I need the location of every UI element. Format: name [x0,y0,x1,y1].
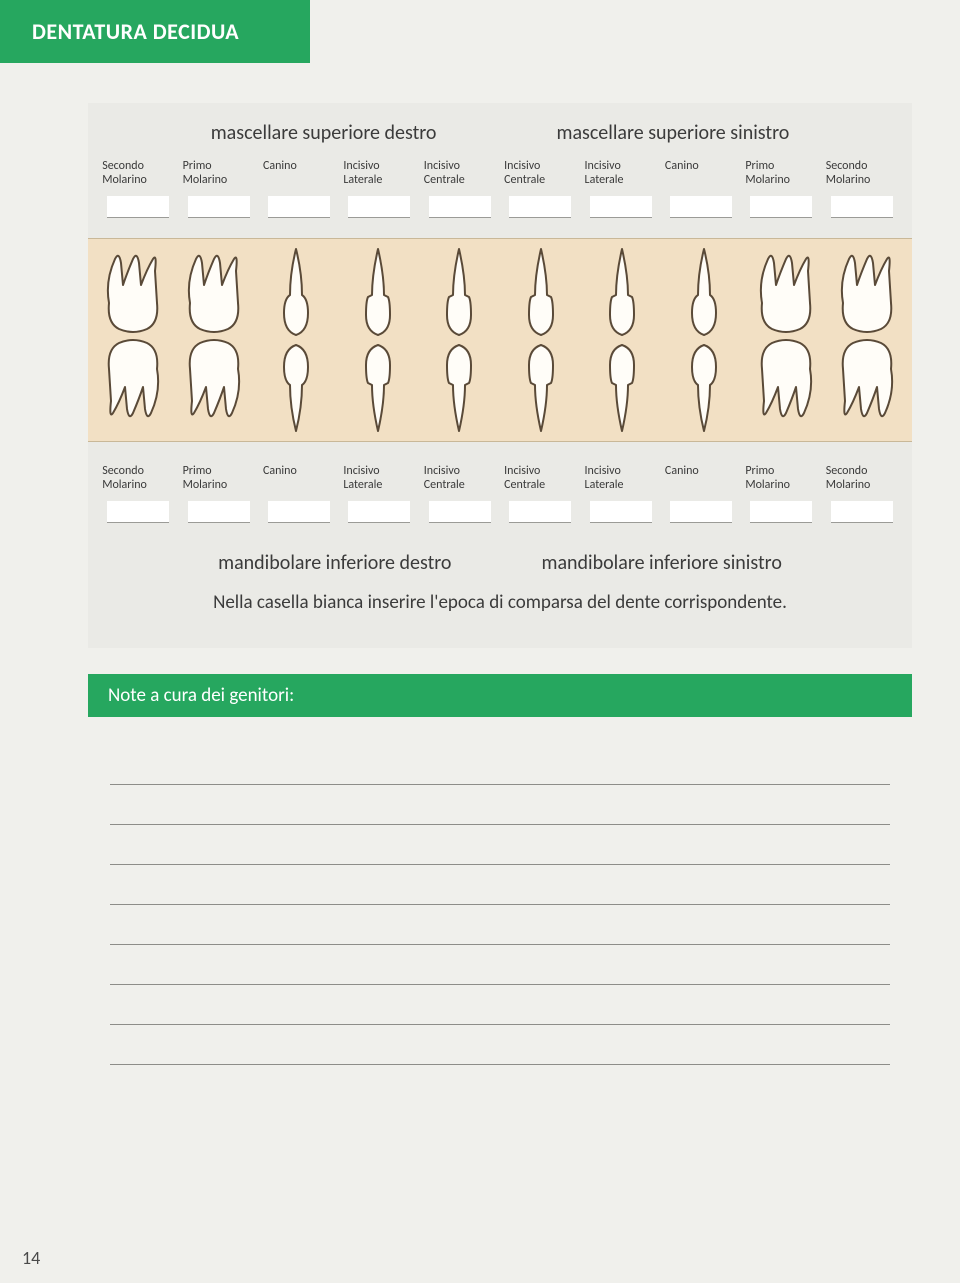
tooth-label: SecondoMolarino [102,159,174,188]
note-line[interactable] [110,825,890,865]
note-line[interactable] [110,745,890,785]
tooth-pair [420,245,498,435]
tooth-pair [339,245,417,435]
eruption-date-field[interactable] [509,196,571,218]
eruption-date-field[interactable] [188,196,250,218]
lower-fields-row [88,493,912,523]
tooth-label: IncisivoCentrale [504,159,576,188]
eruption-date-field[interactable] [590,501,652,523]
upper-fields-row [88,188,912,218]
notes-area [110,745,890,1065]
page-title-bar: DENTATURA DECIDUA [0,0,310,63]
eruption-date-field[interactable] [831,196,893,218]
tooth-label: IncisivoLaterale [343,464,415,493]
eruption-date-field[interactable] [509,501,571,523]
tooth-label: IncisivoCentrale [504,464,576,493]
tooth-label: IncisivoCentrale [424,159,496,188]
eruption-date-field[interactable] [670,196,732,218]
note-line[interactable] [110,945,890,985]
tooth-label: PrimoMolarino [745,159,817,188]
tooth-label: IncisivoCentrale [424,464,496,493]
page-number: 14 [22,1247,40,1269]
tooth-label: PrimoMolarino [183,159,255,188]
eruption-date-field[interactable] [107,196,169,218]
tooth-label: IncisivoLaterale [585,159,657,188]
tooth-pair [502,245,580,435]
tooth-label: SecondoMolarino [102,464,174,493]
tooth-label: Canino [665,159,737,188]
teeth-illustration-band [88,238,912,442]
upper-right-label: mascellare superiore destro [211,121,437,145]
instruction-text: Nella casella bianca inserire l'epoca di… [88,591,912,614]
tooth-pair [747,245,825,435]
eruption-date-field[interactable] [348,196,410,218]
note-line[interactable] [110,865,890,905]
page-title: DENTATURA DECIDUA [32,18,239,45]
eruption-date-field[interactable] [348,501,410,523]
lower-left-label: mandibolare inferiore sinistro [541,551,781,575]
tooth-label: PrimoMolarino [183,464,255,493]
upper-tooth-labels-row: SecondoMolarino PrimoMolarino Canino Incisi… [88,159,912,188]
tooth-pair [665,245,743,435]
eruption-date-field[interactable] [268,196,330,218]
tooth-label: Canino [263,159,335,188]
tooth-pair [583,245,661,435]
upper-left-label: mascellare superiore sinistro [556,121,789,145]
eruption-date-field[interactable] [750,501,812,523]
tooth-label: Canino [665,464,737,493]
eruption-date-field[interactable] [590,196,652,218]
notes-header: Note a cura dei genitori: [108,684,294,707]
tooth-label: IncisivoLaterale [343,159,415,188]
eruption-date-field[interactable] [188,501,250,523]
dental-chart-panel: mascellare superiore destro mascellare s… [88,103,912,648]
note-line[interactable] [110,1025,890,1065]
note-line[interactable] [110,905,890,945]
lower-tooth-labels-row: SecondoMolarino PrimoMolarino Canino Incisi… [88,464,912,493]
tooth-label: PrimoMolarino [745,464,817,493]
eruption-date-field[interactable] [750,196,812,218]
eruption-date-field[interactable] [107,501,169,523]
lower-right-label: mandibolare inferiore destro [218,551,451,575]
notes-header-bar: Note a cura dei genitori: [88,674,912,717]
eruption-date-field[interactable] [429,196,491,218]
lower-arch-labels: mandibolare inferiore destro mandibolare… [88,551,912,575]
tooth-label: SecondoMolarino [826,159,898,188]
tooth-label: IncisivoLaterale [585,464,657,493]
tooth-pair [257,245,335,435]
eruption-date-field[interactable] [831,501,893,523]
eruption-date-field[interactable] [429,501,491,523]
note-line[interactable] [110,785,890,825]
eruption-date-field[interactable] [268,501,330,523]
eruption-date-field[interactable] [670,501,732,523]
tooth-pair [94,245,172,435]
tooth-pair [175,245,253,435]
tooth-pair [828,245,906,435]
note-line[interactable] [110,985,890,1025]
tooth-label: SecondoMolarino [826,464,898,493]
upper-arch-labels: mascellare superiore destro mascellare s… [88,121,912,145]
tooth-label: Canino [263,464,335,493]
